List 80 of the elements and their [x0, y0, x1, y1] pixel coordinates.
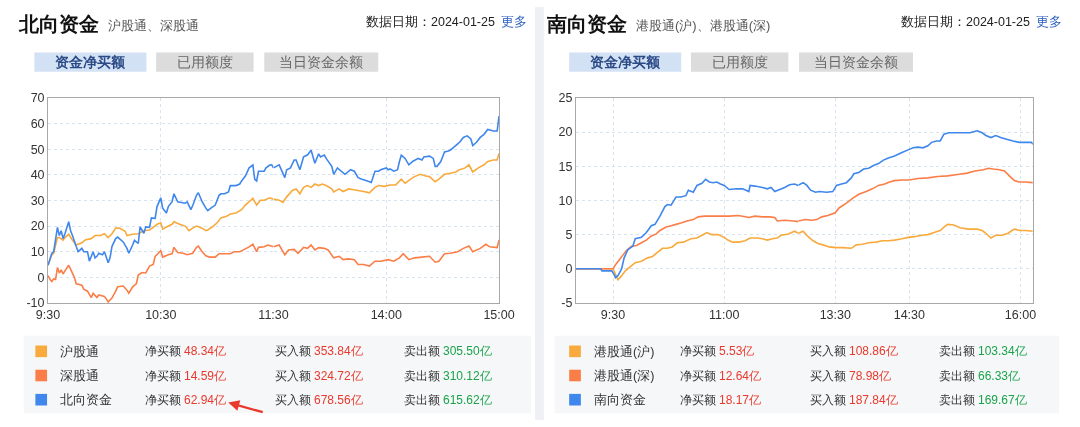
- legend-label: 沪股通: [60, 344, 99, 359]
- y-tick-label: 20: [558, 125, 573, 140]
- text: 净买额: [145, 344, 181, 358]
- text: 187.84亿: [849, 393, 898, 407]
- y-tick-label: 15: [558, 159, 573, 174]
- text: 66.33亿: [978, 369, 1021, 383]
- chart-subtitle: 港股通(沪)、港股通(深): [636, 18, 771, 33]
- text: 169.67亿: [978, 393, 1027, 407]
- text: 买入额: [275, 344, 311, 358]
- text: 678.56亿: [314, 393, 363, 407]
- y-tick-label: 40: [30, 168, 45, 183]
- legend-label: 北向资金: [60, 393, 112, 407]
- text: 324.72亿: [314, 369, 363, 383]
- text: 数据日期：2024-01-25: [366, 15, 495, 29]
- text: 卖出额: [939, 344, 975, 358]
- y-tick-label: 60: [30, 116, 45, 131]
- text: 数据日期：2024-01-25: [901, 15, 1030, 29]
- text: 78.98亿: [849, 369, 892, 383]
- text: 净买额: [145, 369, 181, 383]
- text: 已用额度: [177, 54, 233, 70]
- text: 305.50亿: [443, 344, 492, 358]
- text: 62.94亿: [184, 393, 227, 407]
- y-tick-label: 10: [30, 245, 45, 260]
- text: 买入额: [810, 369, 846, 383]
- text: 卖出额: [404, 369, 440, 383]
- x-tick-label: 9:30: [600, 307, 626, 322]
- text: 18.17亿: [719, 393, 762, 407]
- legend-label: 南向资金: [594, 393, 646, 407]
- text: 310.12亿: [443, 369, 492, 383]
- y-tick-label: 70: [30, 91, 45, 106]
- x-tick-label: 16:00: [1004, 307, 1037, 322]
- text: 买入额: [275, 393, 311, 407]
- text: 当日资金余额: [814, 54, 898, 70]
- x-tick-label: 13:30: [819, 307, 851, 322]
- x-tick-label: 11:30: [258, 307, 289, 322]
- text: 买入额: [810, 344, 846, 358]
- text: 108.86亿: [849, 344, 898, 358]
- text: 更多: [501, 15, 527, 29]
- text: 买入额: [275, 369, 311, 383]
- text: 资金净买额: [590, 54, 661, 70]
- y-tick-label: -5: [561, 296, 573, 311]
- y-tick-label: 10: [558, 193, 573, 208]
- chart-title: 南向资金: [546, 13, 627, 35]
- text: 615.62亿: [443, 393, 492, 407]
- x-tick-label: 10:30: [145, 307, 177, 322]
- y-tick-label: 5: [565, 227, 573, 242]
- text: 已用额度: [712, 54, 768, 70]
- text: 卖出额: [939, 369, 975, 383]
- text: 买入额: [810, 393, 846, 407]
- legend-label: 深股通: [60, 369, 99, 383]
- x-tick-label: 14:00: [370, 307, 402, 322]
- text: 资金净买额: [55, 54, 126, 70]
- text: 12.64亿: [719, 369, 762, 383]
- text: 卖出额: [939, 393, 975, 407]
- text: 卖出额: [404, 344, 440, 358]
- text: 48.34亿: [184, 344, 227, 358]
- text: 净买额: [680, 344, 716, 358]
- y-tick-label: 25: [558, 91, 573, 106]
- y-tick-label: 30: [30, 193, 45, 208]
- x-tick-label: 15:00: [483, 307, 515, 322]
- legend-label: 港股通(深): [594, 369, 655, 383]
- text: 净买额: [145, 393, 181, 407]
- y-tick-label: 0: [565, 262, 573, 277]
- text: 103.34亿: [978, 344, 1027, 358]
- text: 353.84亿: [314, 344, 363, 358]
- text: 当日资金余额: [279, 54, 363, 70]
- text: 净买额: [680, 393, 716, 407]
- text: 更多: [1036, 15, 1062, 29]
- x-tick-label: 14:30: [893, 307, 926, 322]
- chart-title: 北向资金: [18, 13, 99, 35]
- chart-subtitle: 沪股通、深股通: [108, 18, 199, 33]
- legend-label: 港股通(沪): [594, 344, 655, 359]
- y-tick-label: 0: [37, 270, 45, 285]
- text: 净买额: [680, 369, 716, 383]
- text: 14.59亿: [184, 369, 227, 383]
- y-tick-label: 50: [30, 142, 45, 157]
- text: 卖出额: [404, 393, 440, 407]
- x-tick-label: 11:00: [708, 307, 740, 322]
- y-tick-label: 20: [30, 219, 45, 234]
- text: 5.53亿: [719, 344, 755, 358]
